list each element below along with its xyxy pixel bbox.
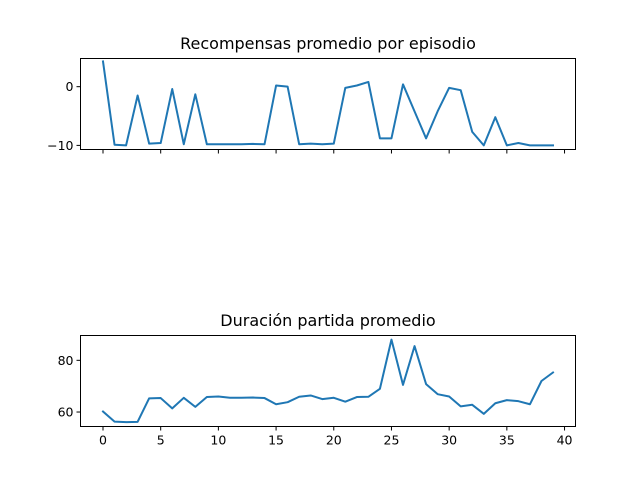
duration-y-tick-label: 60 — [58, 405, 74, 420]
duration-x-tick-label: 30 — [441, 433, 457, 448]
duration-x-tick-label: 5 — [157, 433, 165, 448]
rewards-title: Recompensas promedio por episodio — [180, 34, 476, 53]
duration-series-line — [101, 338, 555, 424]
duration-x-tick-label: 40 — [557, 433, 573, 448]
duration-marks: 0 5 10 15 20 25 30 35 40 60 80 — [58, 338, 573, 448]
rewards-y-tick-label: −10 — [47, 138, 73, 153]
duration-axes: Duración partida promedio 0 5 10 15 20 25 30 35… — [58, 311, 576, 448]
duration-x-tick-label: 10 — [210, 433, 226, 448]
duration-plot-frame — [80, 335, 576, 427]
rewards-axes: Recompensas promedio por episodio 0 −10 — [47, 34, 576, 154]
rewards-marks: 0 −10 — [47, 60, 566, 154]
duration-x-tick-label: 25 — [384, 433, 400, 448]
rewards-plot-frame — [80, 58, 576, 150]
duration-x-tick-label: 15 — [268, 433, 284, 448]
rewards-y-tick-label: 0 — [66, 79, 74, 94]
duration-x-tick-label: 20 — [326, 433, 342, 448]
duration-title: Duración partida promedio — [220, 311, 435, 330]
duration-x-tick-label: 35 — [499, 433, 515, 448]
duration-y-tick-label: 80 — [58, 353, 74, 368]
rewards-series-line — [101, 60, 554, 147]
duration-x-tick-label: 0 — [99, 433, 107, 448]
